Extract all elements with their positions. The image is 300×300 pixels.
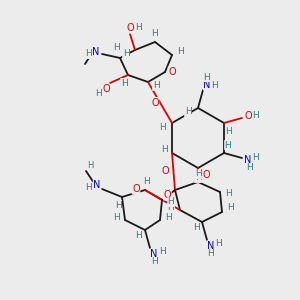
Text: H: H	[144, 176, 150, 185]
Text: H: H	[195, 169, 201, 178]
Text: H: H	[123, 50, 129, 58]
Text: H: H	[195, 173, 201, 182]
Text: O: O	[126, 23, 134, 33]
Text: N: N	[203, 80, 211, 90]
Text: O: O	[164, 190, 171, 200]
Text: O: O	[102, 84, 110, 94]
Text: H: H	[253, 112, 260, 121]
Text: O: O	[168, 67, 176, 77]
Text: O: O	[202, 170, 210, 180]
Text: H: H	[85, 50, 92, 58]
Text: H: H	[193, 224, 200, 232]
Text: H: H	[184, 107, 191, 116]
Text: N: N	[93, 180, 101, 190]
Text: H: H	[160, 145, 167, 154]
Text: H: H	[216, 239, 222, 248]
Text: H: H	[204, 73, 210, 82]
Text: H: H	[225, 140, 231, 149]
Text: H: H	[85, 182, 92, 191]
Text: H: H	[112, 214, 119, 223]
Text: O: O	[244, 111, 252, 121]
Text: H: H	[177, 46, 183, 56]
Text: H: H	[253, 154, 260, 163]
Text: N: N	[92, 47, 100, 57]
Text: O: O	[162, 167, 169, 176]
Text: H: H	[121, 79, 128, 88]
Text: O: O	[151, 98, 159, 107]
Text: H: H	[136, 232, 142, 241]
Text: H: H	[226, 127, 232, 136]
Text: H: H	[166, 214, 172, 223]
Text: H: H	[228, 203, 234, 212]
Text: H: H	[212, 80, 218, 89]
Text: H: H	[168, 203, 174, 212]
Text: H: H	[208, 250, 214, 259]
Text: H: H	[163, 190, 170, 199]
Text: N: N	[150, 249, 158, 259]
Text: H: H	[152, 29, 158, 38]
Text: H: H	[151, 257, 158, 266]
Text: H: H	[159, 122, 165, 131]
Text: N: N	[244, 155, 252, 165]
Text: H: H	[168, 197, 174, 206]
Text: H: H	[226, 190, 232, 199]
Text: H: H	[87, 160, 93, 169]
Text: H: H	[136, 23, 142, 32]
Text: H: H	[153, 82, 159, 91]
Text: H: H	[159, 248, 165, 256]
Text: O: O	[132, 184, 140, 194]
Text: H: H	[247, 164, 254, 172]
Text: N: N	[207, 241, 215, 251]
Text: H: H	[112, 44, 119, 52]
Text: H: H	[115, 200, 122, 209]
Text: H: H	[94, 88, 101, 98]
